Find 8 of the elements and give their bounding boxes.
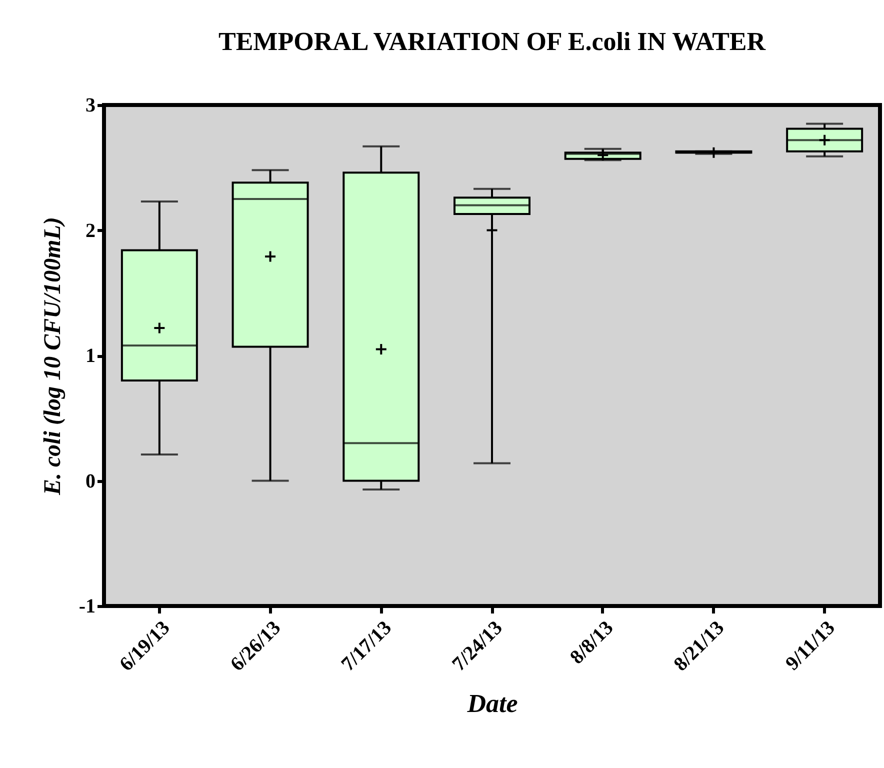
chart-title: TEMPORAL VARIATION OF E.coli IN WATER <box>218 27 766 56</box>
y-tick-label: 0 <box>86 470 96 492</box>
y-tick-label: 1 <box>86 345 96 367</box>
y-tick-label: 2 <box>86 220 96 242</box>
y-axis-title: E. coli (log 10 CFU/100mL) <box>40 217 66 496</box>
x-axis-title: Date <box>466 688 518 718</box>
y-tick-label: -1 <box>78 596 96 618</box>
y-tick-label: 3 <box>86 94 96 116</box>
